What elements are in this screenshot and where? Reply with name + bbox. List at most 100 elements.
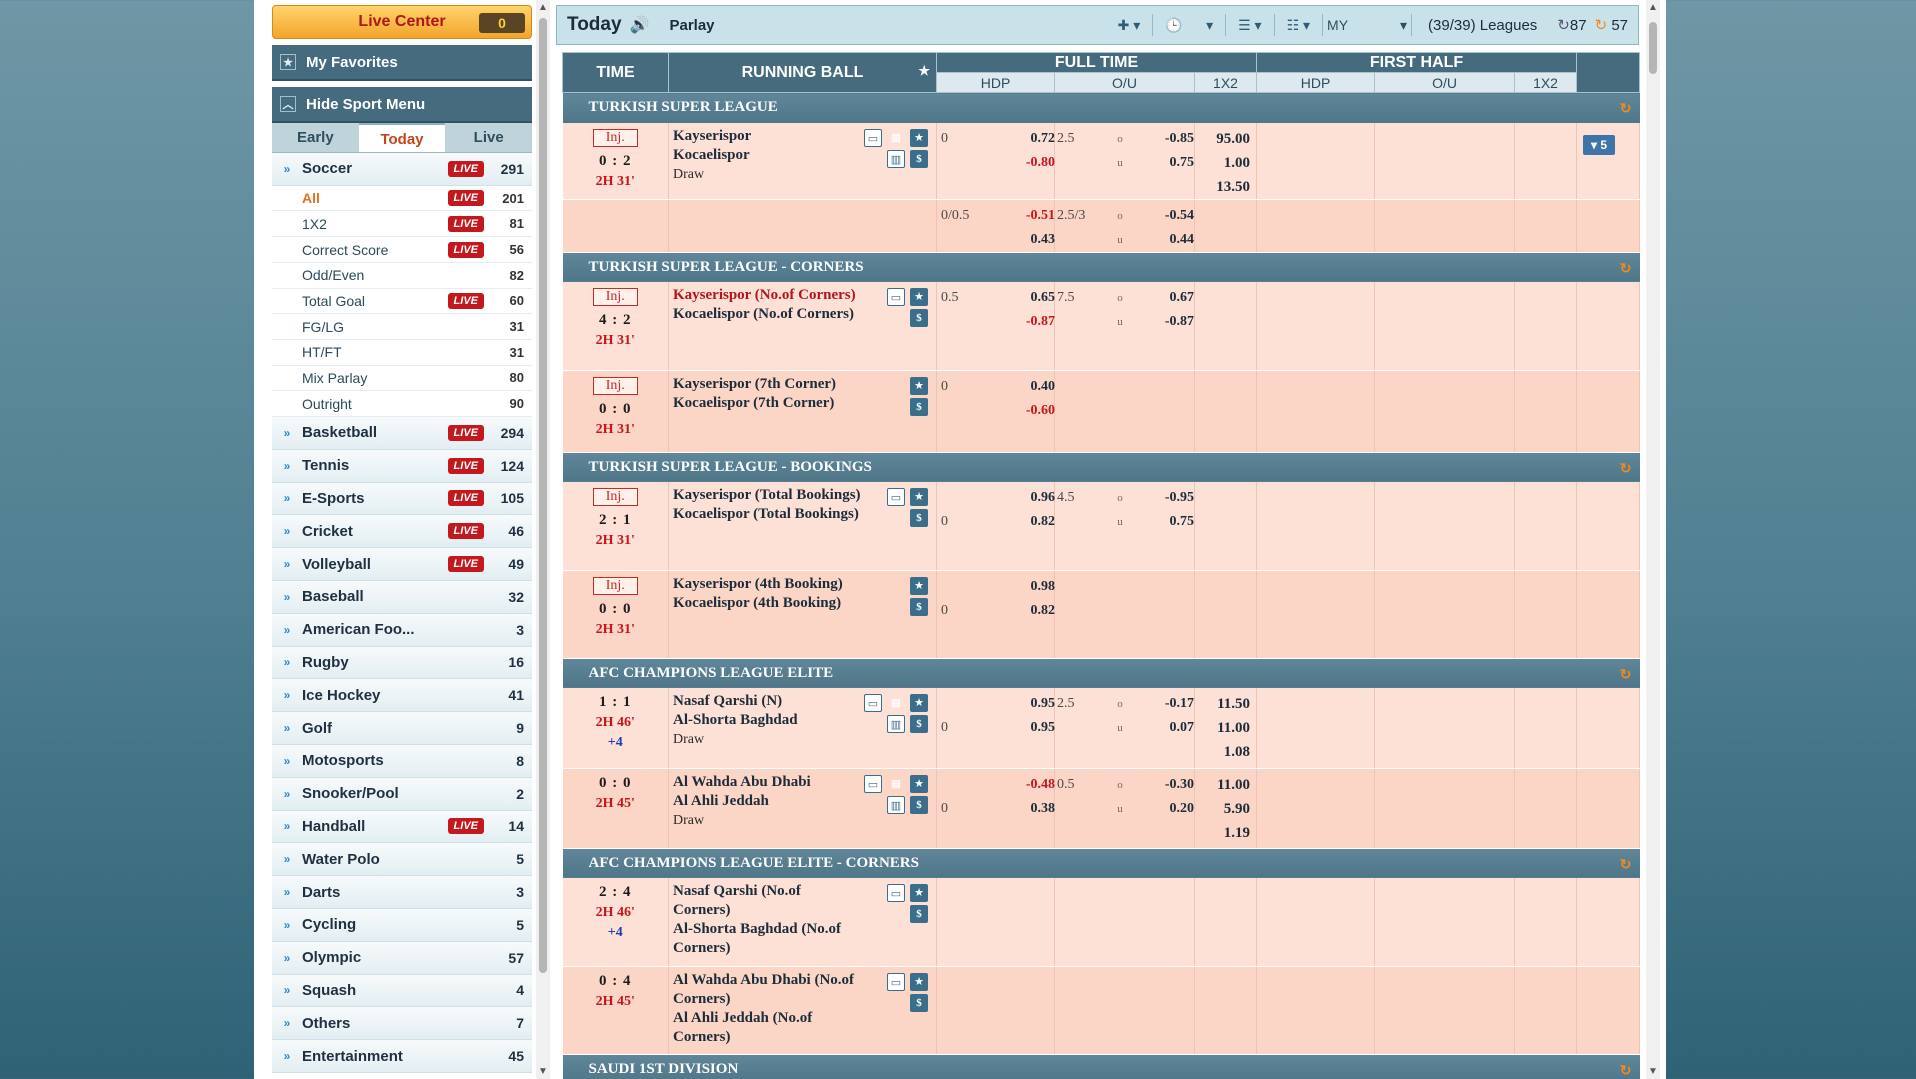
main-scroll-thumb[interactable] xyxy=(1649,22,1657,74)
parlay-link[interactable]: Parlay xyxy=(669,16,715,34)
scroll-down-icon[interactable]: ▼ xyxy=(538,1066,548,1077)
hdp-price[interactable]: -0.60 xyxy=(1025,402,1055,418)
hdp-price[interactable]: 0.82 xyxy=(1030,514,1056,529)
speaker-icon[interactable]: 🔊 xyxy=(629,17,650,34)
parlay-dollar-icon[interactable]: $ xyxy=(910,397,928,416)
live-tv-icon[interactable]: ▭ xyxy=(887,884,905,902)
live-center-button[interactable]: Live Center 0 xyxy=(272,5,532,39)
ou-price[interactable]: 0.20 xyxy=(1169,800,1195,816)
ou-price[interactable]: -0.54 xyxy=(1164,207,1194,223)
parlay-dollar-icon[interactable]: $ xyxy=(910,149,928,168)
tab-live[interactable]: Live xyxy=(473,129,504,146)
sport-item-snooker-pool[interactable]: » Snooker/Pool 2 xyxy=(272,777,532,811)
sport-item-squash[interactable]: » Squash 4 xyxy=(272,974,532,1008)
favorite-star-icon[interactable]: ★ xyxy=(910,128,928,147)
sport-item-volleyball[interactable]: » Volleyball LIVE 49 xyxy=(272,548,532,581)
ou-price[interactable]: 0.75 xyxy=(1169,154,1195,170)
ou-price[interactable]: 0.07 xyxy=(1169,720,1195,735)
league-refresh-icon[interactable]: ↻ xyxy=(1619,665,1632,682)
hdp-price[interactable]: 0.82 xyxy=(1030,602,1056,618)
statistics-icon[interactable]: ▥ xyxy=(887,149,905,168)
statistics-icon[interactable]: ▥ xyxy=(887,715,905,733)
clock-icon[interactable]: 🕒 ▾ xyxy=(1165,16,1214,33)
sport-item-soccer[interactable]: » Soccer LIVE 291 xyxy=(272,153,532,186)
hdp-price[interactable]: 0.95 xyxy=(1030,696,1056,711)
hdp-price[interactable]: 0.96 xyxy=(1030,490,1056,505)
parlay-dollar-icon[interactable]: $ xyxy=(910,905,928,923)
refresh-button-a[interactable]: ↻87 xyxy=(1557,16,1586,34)
list-view-icon[interactable]: ☷ ▾ xyxy=(1286,16,1311,33)
sort-icon[interactable]: ☰ ▾ xyxy=(1238,16,1262,33)
hdp-price[interactable]: -0.80 xyxy=(1025,154,1055,170)
sport-item-rugby[interactable]: » Rugby 16 xyxy=(272,646,532,680)
league-refresh-icon[interactable]: ↻ xyxy=(1619,459,1632,476)
soccer-bet-type-item[interactable]: HT/FT 31 xyxy=(272,339,532,366)
soccer-bet-type-item[interactable]: Outright 90 xyxy=(272,391,532,417)
sport-item-water-polo[interactable]: » Water Polo 5 xyxy=(272,843,532,877)
soccer-bet-type-item[interactable]: FG/LG 31 xyxy=(272,314,532,340)
favorite-star-icon[interactable]: ★ xyxy=(910,694,928,712)
favorite-star-icon[interactable]: ★ xyxy=(910,576,928,595)
ou-price[interactable]: -0.87 xyxy=(1164,314,1194,329)
field-view-icon[interactable]: ▦ xyxy=(890,697,902,709)
scroll-up-icon[interactable]: ▲ xyxy=(1648,2,1658,13)
1x2-price[interactable]: 1.19 xyxy=(1223,824,1251,841)
league-header[interactable]: TURKISH SUPER LEAGUE - CORNERS ↻ xyxy=(562,251,1640,282)
league-refresh-icon[interactable]: ↻ xyxy=(1619,100,1632,116)
live-tv-icon[interactable]: ▭ xyxy=(864,128,882,147)
favorite-star-icon[interactable]: ★ xyxy=(910,376,928,395)
hdp-price[interactable]: 0.72 xyxy=(1030,130,1056,146)
sport-item-golf[interactable]: » Golf 9 xyxy=(272,712,532,745)
parlay-dollar-icon[interactable]: $ xyxy=(910,597,928,616)
sport-item-tennis[interactable]: » Tennis LIVE 124 xyxy=(272,449,532,483)
1x2-price[interactable]: 13.50 xyxy=(1216,178,1251,195)
add-icon[interactable]: ✚ ▾ xyxy=(1117,16,1141,33)
ou-price[interactable]: 0.67 xyxy=(1169,290,1195,305)
league-header[interactable]: TURKISH SUPER LEAGUE ↻ xyxy=(562,92,1640,123)
ou-price[interactable]: -0.85 xyxy=(1164,130,1194,146)
live-tv-icon[interactable]: ▭ xyxy=(887,488,905,506)
league-header[interactable]: AFC CHAMPIONS LEAGUE ELITE - CORNERS ↻ xyxy=(562,847,1640,878)
hdp-price[interactable]: -0.87 xyxy=(1025,314,1055,329)
ou-price[interactable]: -0.30 xyxy=(1164,776,1194,792)
hdp-price[interactable]: -0.51 xyxy=(1025,207,1055,223)
sport-item-darts[interactable]: » Darts 3 xyxy=(272,876,532,909)
sidebar-scroll-thumb[interactable] xyxy=(539,18,547,973)
hdp-price[interactable]: 0.40 xyxy=(1030,378,1056,394)
sport-item-baseball[interactable]: » Baseball 32 xyxy=(272,580,532,614)
ou-price[interactable]: -0.95 xyxy=(1164,490,1194,505)
parlay-dollar-icon[interactable]: $ xyxy=(910,795,928,814)
hdp-price[interactable]: 0.95 xyxy=(1030,720,1056,735)
refresh-button-b[interactable]: ↻ 57 xyxy=(1595,16,1628,34)
sport-item-e-sports[interactable]: » E-Sports LIVE 105 xyxy=(272,482,532,516)
league-selector[interactable]: (39/39) Leagues xyxy=(1428,16,1538,34)
scroll-up-icon[interactable]: ▲ xyxy=(538,2,548,13)
sport-item-basketball[interactable]: » Basketball LIVE 294 xyxy=(272,416,532,450)
favorite-star-icon[interactable]: ★ xyxy=(910,884,928,902)
1x2-price[interactable]: 5.90 xyxy=(1223,800,1251,817)
sidebar-scrollbar[interactable]: ▲ ▼ xyxy=(536,0,550,1079)
parlay-dollar-icon[interactable]: $ xyxy=(910,509,928,527)
live-tv-icon[interactable]: ▭ xyxy=(887,288,905,306)
1x2-price[interactable]: 95.00 xyxy=(1216,130,1251,147)
1x2-price[interactable]: 11.00 xyxy=(1217,776,1251,793)
soccer-bet-type-item[interactable]: All LIVE 201 xyxy=(272,185,532,212)
league-header[interactable]: SAUDI 1ST DIVISION ↻ xyxy=(562,1053,1640,1079)
sport-item-american-foo[interactable]: » American Foo... 3 xyxy=(272,613,532,647)
league-refresh-icon[interactable]: ↻ xyxy=(1619,259,1632,276)
hdp-price[interactable]: 0.98 xyxy=(1030,578,1056,594)
ou-price[interactable]: 0.44 xyxy=(1169,231,1195,247)
my-favorites-header[interactable]: ★ My Favorites xyxy=(272,45,532,81)
sport-item-olympic[interactable]: » Olympic 57 xyxy=(272,941,532,975)
hdp-price[interactable]: 0.38 xyxy=(1030,800,1056,816)
sport-item-handball[interactable]: » Handball LIVE 14 xyxy=(272,810,532,844)
1x2-price[interactable]: 11.50 xyxy=(1217,696,1251,712)
tab-today[interactable]: Today xyxy=(358,123,446,152)
1x2-price[interactable]: 1.08 xyxy=(1223,744,1251,760)
favorite-star-icon[interactable]: ★ xyxy=(910,972,928,991)
favorite-star-icon[interactable]: ★ xyxy=(910,288,928,306)
live-tv-icon[interactable]: ▭ xyxy=(864,774,882,793)
sport-item-motosports[interactable]: » Motosports 8 xyxy=(272,744,532,778)
field-view-icon[interactable]: ▦ xyxy=(890,131,902,144)
live-tv-icon[interactable]: ▭ xyxy=(887,972,905,991)
